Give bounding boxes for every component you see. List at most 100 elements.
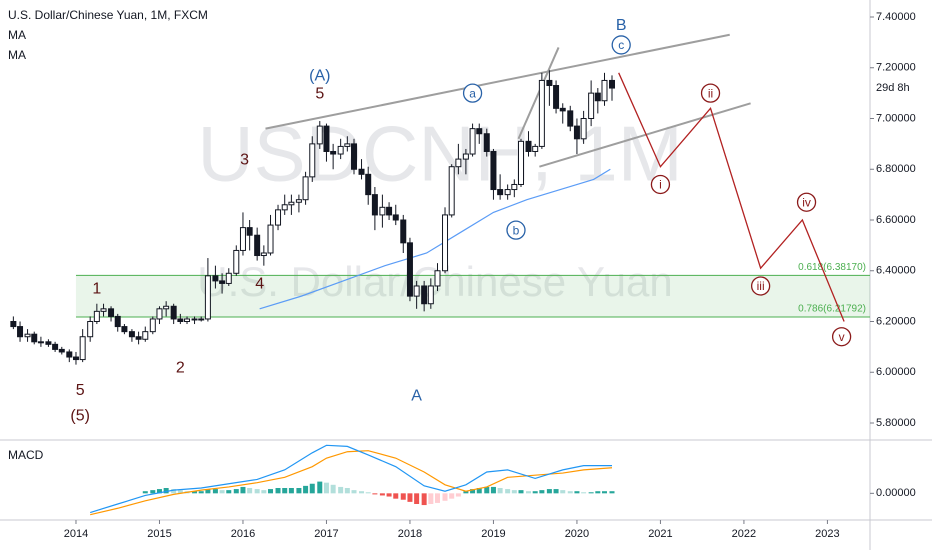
macd-histogram-bar xyxy=(497,488,503,494)
wave-label: (A) xyxy=(309,68,330,85)
macd-macd-line xyxy=(89,444,613,514)
chart-title: U.S. Dollar/Chinese Yuan, 1M, FXCM xyxy=(8,8,208,22)
x-tick-label: 2016 xyxy=(231,528,255,540)
candle-body xyxy=(434,270,441,287)
candle-body xyxy=(72,356,79,361)
y-tick-label: 7.40000 xyxy=(876,11,916,23)
macd-y-tick-label: 0.00000 xyxy=(876,487,916,499)
macd-histogram-bar xyxy=(282,488,288,494)
macd-histogram-bar xyxy=(351,490,357,494)
macd-histogram-bar xyxy=(192,491,198,494)
macd-histogram-bar xyxy=(428,493,434,504)
candle-body xyxy=(344,143,351,147)
candle-body xyxy=(406,242,413,297)
fib-label: 0.786(6.21792) xyxy=(798,304,866,315)
candle-body xyxy=(219,280,226,284)
macd-histogram-bar xyxy=(309,483,315,494)
macd-histogram-bar xyxy=(379,493,385,496)
wave-label: iv xyxy=(802,195,811,209)
x-tick-label: 2015 xyxy=(147,528,171,540)
trendline xyxy=(265,33,730,130)
candle-body xyxy=(275,209,282,226)
candle-body xyxy=(497,189,504,196)
wave-label: 5 xyxy=(76,382,85,399)
candle-body xyxy=(142,331,149,340)
candle-body xyxy=(212,275,219,282)
macd-histogram-bar xyxy=(212,489,218,494)
candle-body xyxy=(246,227,253,236)
macd-histogram-bar xyxy=(344,488,350,494)
candle-body xyxy=(511,183,518,191)
macd-histogram-bar xyxy=(247,488,253,494)
macd-histogram-bar xyxy=(553,489,559,494)
candle-body xyxy=(191,318,198,321)
candle-body xyxy=(316,125,323,145)
y-tick-label: 5.80000 xyxy=(876,417,916,429)
candle-body xyxy=(455,158,462,168)
candle-body xyxy=(184,318,191,322)
watermark: USDCNH, 1M xyxy=(197,110,682,198)
wave-label: 5 xyxy=(315,85,324,102)
candle-body xyxy=(442,214,449,272)
candle-body xyxy=(79,336,86,361)
candle-body xyxy=(567,110,574,127)
macd-histogram-bar xyxy=(581,492,587,494)
y-tick-label: 7.20000 xyxy=(876,62,916,74)
wave-circle xyxy=(650,174,671,195)
indicator-label: MA xyxy=(8,48,26,62)
candle-body xyxy=(52,343,59,350)
projection-path xyxy=(618,72,845,322)
x-tick-label: 2021 xyxy=(648,528,672,540)
macd-histogram-bar xyxy=(546,489,552,494)
macd-histogram-bar xyxy=(261,490,267,494)
wave-circle xyxy=(831,327,852,347)
candle-body xyxy=(66,351,73,358)
macd-histogram-bar xyxy=(601,491,607,494)
macd-histogram-bar xyxy=(150,490,156,494)
macd-histogram-bar xyxy=(407,493,413,502)
macd-histogram-bar xyxy=(330,484,336,494)
candle-body xyxy=(483,133,490,152)
candle-body xyxy=(580,118,587,140)
candle-body xyxy=(421,285,428,305)
candle-body xyxy=(476,128,483,135)
macd-histogram-bar xyxy=(372,493,378,495)
wave-circle xyxy=(750,276,771,296)
wave-label: i xyxy=(659,178,662,192)
candle-body xyxy=(504,189,511,196)
macd-histogram-bar xyxy=(338,486,344,494)
countdown-tag xyxy=(871,81,931,96)
countdown: 29d 8h xyxy=(876,82,910,94)
x-tick-label: 2020 xyxy=(565,528,589,540)
candle-body xyxy=(24,333,31,338)
candle-body xyxy=(58,348,65,353)
macd-histogram-bar xyxy=(254,489,260,494)
candle-body xyxy=(17,326,24,338)
moving-average xyxy=(259,168,611,310)
candle-body xyxy=(10,320,17,328)
candle-body xyxy=(330,150,337,155)
macd-histogram-bar xyxy=(156,489,162,494)
candle-body xyxy=(108,308,115,317)
candle-body xyxy=(490,150,497,191)
wave-label: c xyxy=(618,38,624,52)
candle-body xyxy=(114,315,121,328)
candle-body xyxy=(365,173,372,196)
y-tick-label: 6.40000 xyxy=(876,265,916,277)
candle-body xyxy=(538,79,545,147)
candle-body xyxy=(573,125,580,140)
wave-label: A xyxy=(411,387,422,404)
macd-histogram-bar xyxy=(526,491,532,494)
macd-histogram-bar xyxy=(414,493,420,504)
wave-circle xyxy=(506,220,526,240)
macd-histogram-bar xyxy=(574,491,580,494)
candle-body xyxy=(427,285,434,305)
candle-body xyxy=(594,92,601,102)
macd-histogram-bar xyxy=(163,488,169,494)
candle-body xyxy=(225,272,232,284)
wave-label: ii xyxy=(708,86,713,100)
wave-label: v xyxy=(839,330,845,344)
macd-histogram-bar xyxy=(303,485,309,494)
wave-label: B xyxy=(616,17,627,34)
candle-body xyxy=(588,92,595,120)
